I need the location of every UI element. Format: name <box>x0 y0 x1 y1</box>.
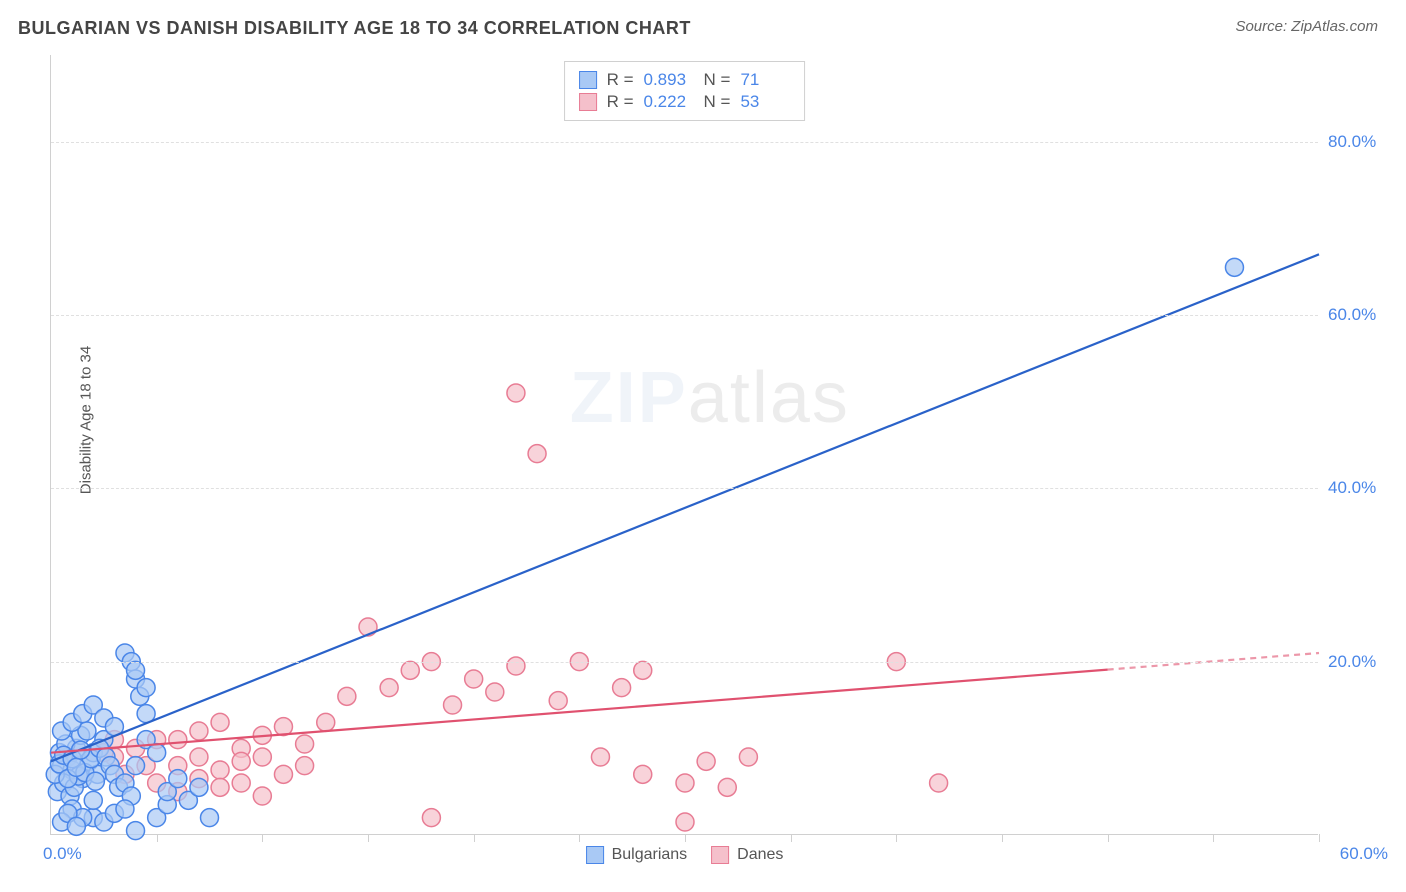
x-tick <box>474 834 475 842</box>
scatter-point <box>401 661 419 679</box>
legend-item-bulgarians: Bulgarians <box>586 846 688 864</box>
scatter-point <box>116 800 134 818</box>
y-tick-label: 40.0% <box>1328 478 1388 498</box>
legend-label-bulgarians: Bulgarians <box>612 846 688 864</box>
scatter-point <box>380 679 398 697</box>
x-tick <box>157 834 158 842</box>
r-label: R = <box>607 92 634 112</box>
x-axis-max-label: 60.0% <box>1340 844 1388 864</box>
regression-line <box>51 254 1319 761</box>
scatter-point <box>190 722 208 740</box>
scatter-point <box>211 761 229 779</box>
scatter-point <box>528 445 546 463</box>
scatter-point <box>86 772 104 790</box>
y-tick-label: 80.0% <box>1328 132 1388 152</box>
x-tick <box>1108 834 1109 842</box>
scatter-point <box>676 774 694 792</box>
scatter-point <box>486 683 504 701</box>
scatter-point <box>507 657 525 675</box>
x-axis-min-label: 0.0% <box>43 844 82 864</box>
scatter-point <box>739 748 757 766</box>
scatter-point <box>190 748 208 766</box>
gridline <box>51 662 1318 663</box>
scatter-point <box>507 384 525 402</box>
scatter-point <box>127 757 145 775</box>
legend-row-bulgarians: R = 0.893 N = 71 <box>579 70 791 90</box>
n-label: N = <box>704 70 731 90</box>
scatter-point <box>232 752 250 770</box>
chart-container: BULGARIAN VS DANISH DISABILITY AGE 18 TO… <box>0 0 1406 892</box>
scatter-point <box>634 765 652 783</box>
legend-label-danes: Danes <box>737 846 783 864</box>
scatter-point <box>422 809 440 827</box>
scatter-point <box>718 778 736 796</box>
legend-row-danes: R = 0.222 N = 53 <box>579 92 791 112</box>
x-tick <box>579 834 580 842</box>
y-tick-label: 60.0% <box>1328 305 1388 325</box>
y-tick-label: 20.0% <box>1328 652 1388 672</box>
gridline <box>51 488 1318 489</box>
x-tick <box>791 834 792 842</box>
n-value-danes: 53 <box>740 92 790 112</box>
scatter-point <box>930 774 948 792</box>
x-tick <box>1002 834 1003 842</box>
swatch-danes-bottom <box>711 846 729 864</box>
x-tick <box>262 834 263 842</box>
scatter-point <box>549 692 567 710</box>
scatter-point <box>465 670 483 688</box>
scatter-point <box>148 744 166 762</box>
n-label: N = <box>704 92 731 112</box>
scatter-point <box>169 770 187 788</box>
x-tick <box>685 834 686 842</box>
plot-area: ZIPatlas R = 0.893 N = 71 R = 0.222 N = … <box>50 55 1318 835</box>
scatter-point <box>676 813 694 831</box>
scatter-point <box>274 765 292 783</box>
scatter-point <box>253 787 271 805</box>
scatter-point <box>296 757 314 775</box>
r-label: R = <box>607 70 634 90</box>
scatter-point <box>634 661 652 679</box>
scatter-point <box>201 809 219 827</box>
scatter-point <box>84 791 102 809</box>
chart-title: BULGARIAN VS DANISH DISABILITY AGE 18 TO… <box>18 18 691 39</box>
scatter-point <box>697 752 715 770</box>
scatter-point <box>137 679 155 697</box>
gridline <box>51 315 1318 316</box>
n-value-bulgarians: 71 <box>740 70 790 90</box>
scatter-point <box>169 731 187 749</box>
scatter-point <box>67 758 85 776</box>
scatter-point <box>613 679 631 697</box>
swatch-bulgarians <box>579 71 597 89</box>
scatter-point <box>359 618 377 636</box>
scatter-point <box>232 774 250 792</box>
scatter-point <box>591 748 609 766</box>
scatter-point <box>253 748 271 766</box>
chart-svg <box>51 55 1318 834</box>
scatter-point <box>444 696 462 714</box>
scatter-point <box>127 822 145 840</box>
scatter-point <box>211 778 229 796</box>
gridline <box>51 142 1318 143</box>
r-value-bulgarians: 0.893 <box>644 70 694 90</box>
scatter-point <box>317 713 335 731</box>
x-tick <box>1319 834 1320 842</box>
legend-series: Bulgarians Danes <box>586 846 784 864</box>
scatter-point <box>338 687 356 705</box>
scatter-point <box>296 735 314 753</box>
scatter-point <box>211 713 229 731</box>
scatter-point <box>190 778 208 796</box>
legend-item-danes: Danes <box>711 846 783 864</box>
scatter-point <box>1225 258 1243 276</box>
r-value-danes: 0.222 <box>644 92 694 112</box>
x-tick <box>896 834 897 842</box>
scatter-point <box>67 817 85 835</box>
x-tick <box>1213 834 1214 842</box>
legend-correlation-box: R = 0.893 N = 71 R = 0.222 N = 53 <box>564 61 806 121</box>
source-attribution: Source: ZipAtlas.com <box>1235 18 1378 35</box>
swatch-bulgarians-bottom <box>586 846 604 864</box>
x-tick <box>368 834 369 842</box>
regression-line <box>51 670 1108 753</box>
swatch-danes <box>579 93 597 111</box>
scatter-point <box>127 661 145 679</box>
